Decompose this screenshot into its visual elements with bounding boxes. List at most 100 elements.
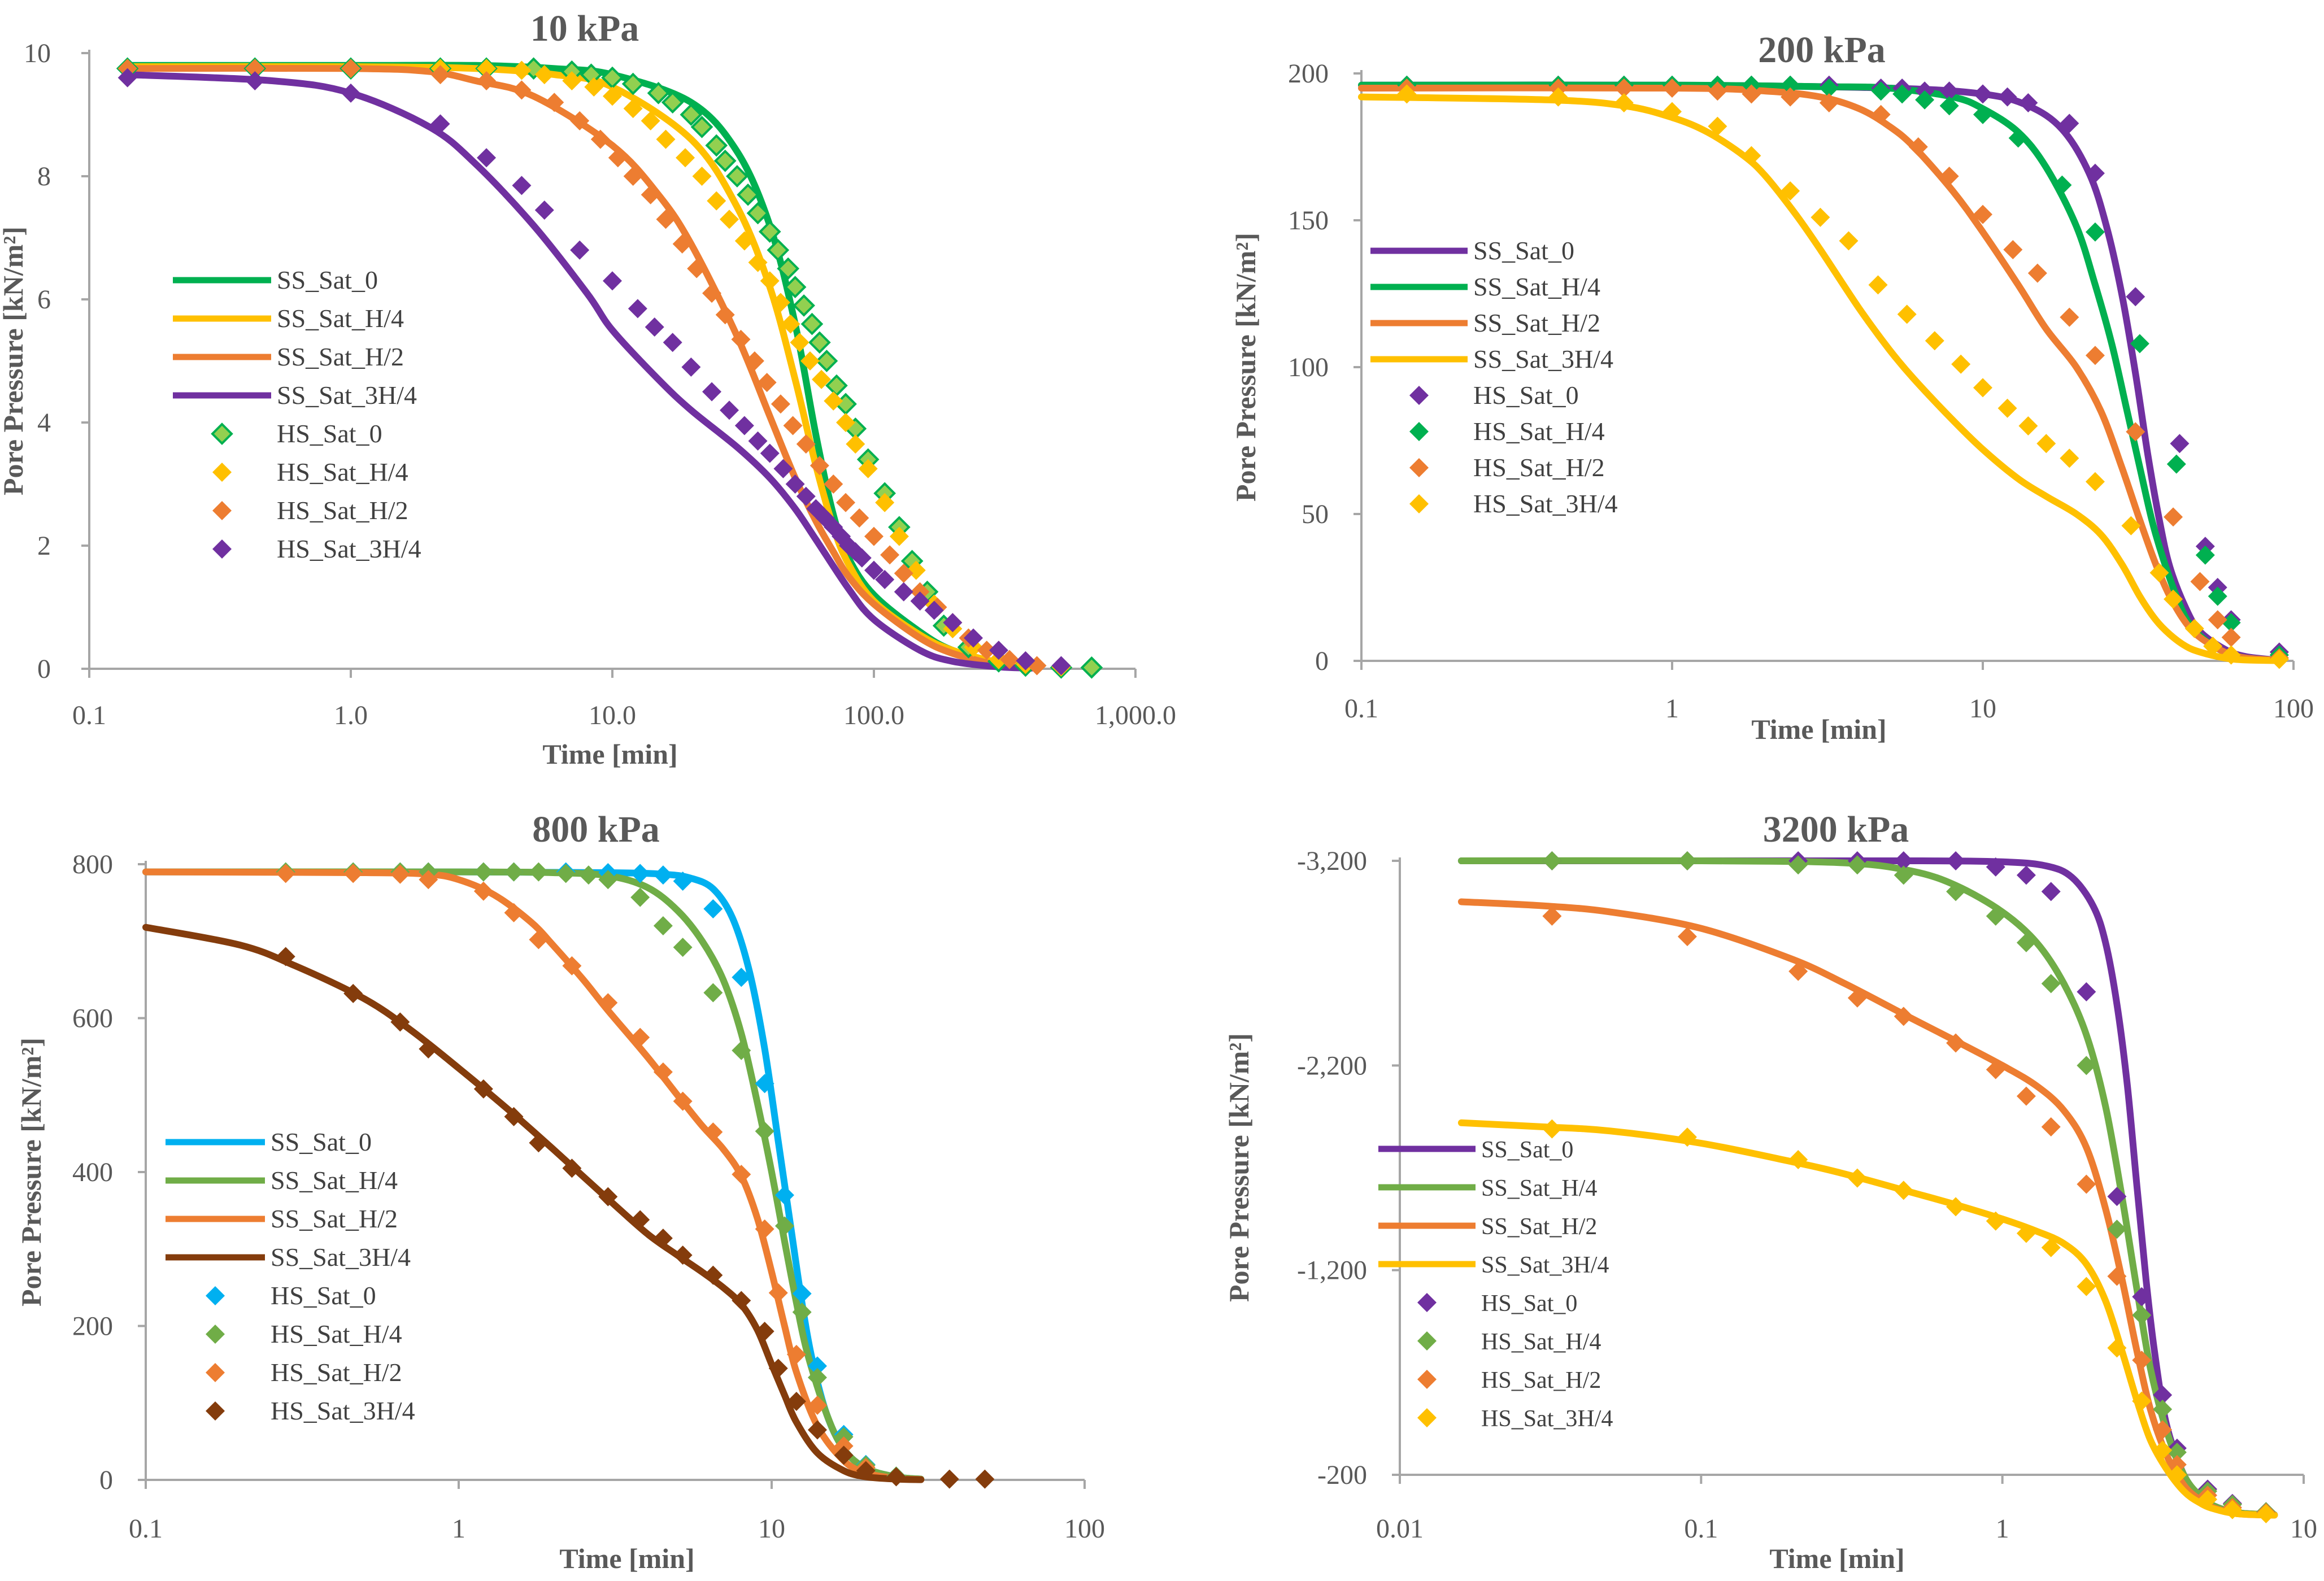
data-point	[2107, 1266, 2127, 1286]
data-point	[504, 1107, 524, 1126]
legend-label: SS_Sat_H/2	[271, 1204, 398, 1233]
data-point	[419, 870, 438, 890]
legend-label: HS_Sat_H/2	[277, 496, 408, 525]
legend-label: SS_Sat_3H/4	[1473, 345, 1613, 373]
data-point	[768, 1358, 788, 1378]
series-line	[1358, 93, 2283, 664]
data-point	[2153, 1385, 2173, 1405]
x-tick-label: 1	[1665, 694, 1679, 724]
legend-label: HS_Sat_H/2	[271, 1358, 402, 1387]
data-point	[1951, 354, 1971, 374]
plot-area	[116, 57, 1103, 679]
data-point	[621, 72, 645, 95]
legend-label: HS_Sat_0	[271, 1281, 376, 1310]
data-point	[755, 1322, 774, 1342]
data-point	[2085, 472, 2105, 491]
y-tick-label: -3,200	[1297, 846, 1367, 876]
series-ss-sat-0	[124, 62, 1035, 670]
data-point	[2085, 163, 2105, 183]
data-point	[755, 1219, 774, 1239]
legend-label: HS_Sat_H/4	[1473, 417, 1605, 446]
series-hs-sat-h-2	[276, 864, 876, 1478]
legend-label: SS_Sat_3H/4	[277, 381, 417, 410]
data-point	[1894, 865, 1913, 885]
legend: SS_Sat_0 SS_Sat_H/4 SS_Sat_H/2 SS_Sat_3H/4 H…	[1370, 236, 1618, 518]
legend-label: SS_Sat_H/4	[277, 304, 404, 333]
data-point	[2016, 1223, 2036, 1243]
series-hs-sat-3h-4	[117, 68, 1071, 676]
data-point	[630, 864, 650, 883]
data-point	[943, 613, 963, 633]
data-point	[623, 99, 643, 119]
data-point	[504, 903, 524, 922]
data-point	[702, 382, 722, 402]
data-point	[653, 1229, 673, 1248]
data-point	[824, 391, 843, 411]
data-point	[390, 864, 410, 884]
data-point	[676, 148, 695, 168]
data-point	[2126, 287, 2145, 307]
data-point	[673, 1091, 693, 1111]
data-point	[681, 357, 701, 377]
y-tick-label: 400	[72, 1157, 113, 1187]
data-point	[793, 294, 815, 317]
y-tick-label: -1,200	[1297, 1256, 1367, 1286]
data-point	[603, 271, 622, 291]
data-point	[2008, 128, 2028, 148]
data-point	[630, 1027, 650, 1047]
legend-swatch	[1409, 422, 1429, 441]
y-axis-label: Pore Pressure [kN/m²]	[0, 227, 29, 495]
y-tick-label: 100	[1288, 352, 1329, 382]
legend-swatch	[1409, 458, 1429, 477]
data-point	[924, 600, 944, 620]
data-point	[343, 864, 363, 883]
data-point	[584, 77, 604, 97]
x-tick-label: 0.1	[129, 1514, 163, 1544]
data-point	[562, 1158, 582, 1178]
data-point	[512, 176, 532, 195]
data-point	[2149, 563, 2169, 582]
panel-1: 0.1 1.0 10.0 100.0 1,000.0 0 2 4 6 8 10 10 kPa Time …	[0, 8, 1176, 770]
data-point	[2060, 448, 2079, 468]
data-point	[2107, 1187, 2127, 1207]
data-point	[2041, 974, 2061, 994]
legend-swatch	[206, 1325, 225, 1344]
data-point	[545, 93, 564, 112]
data-point	[2018, 416, 2038, 435]
data-point	[529, 1133, 549, 1153]
plot-area	[1457, 851, 2278, 1523]
data-point	[815, 350, 838, 372]
series-line	[142, 924, 925, 1483]
data-point	[2077, 982, 2096, 1001]
data-point	[1742, 146, 1761, 165]
data-point	[245, 71, 265, 91]
legend: SS_Sat_0 SS_Sat_H/4 SS_Sat_H/2 SS_Sat_3H/4 H…	[166, 1127, 415, 1425]
y-tick-label: 150	[1288, 206, 1329, 236]
data-point	[1708, 116, 1727, 136]
data-point	[578, 865, 598, 885]
data-point	[608, 148, 628, 168]
data-point	[477, 71, 497, 91]
data-point	[894, 564, 913, 583]
x-axis-label: Time [min]	[559, 1543, 694, 1574]
data-point	[757, 373, 777, 393]
x-tick-label: 100	[2273, 694, 2314, 724]
data-point	[2208, 586, 2227, 606]
chart-title: 800 kPa	[532, 809, 660, 850]
data-point	[2167, 1465, 2187, 1484]
data-point	[1973, 204, 1992, 224]
series-line	[1457, 1119, 2278, 1519]
data-point	[852, 548, 872, 568]
series-hs-sat-h-4	[1542, 851, 2276, 1522]
data-point	[1781, 87, 1800, 107]
data-point	[2197, 1489, 2217, 1509]
data-point	[2269, 650, 2289, 669]
data-point	[786, 1344, 806, 1364]
data-point	[623, 167, 643, 186]
data-point	[1915, 90, 1935, 110]
y-tick-label: 200	[1288, 59, 1329, 89]
data-point	[2041, 1238, 2061, 1257]
data-point	[1781, 181, 1800, 201]
y-tick-label: 0	[37, 654, 51, 684]
legend-label: SS_Sat_0	[1473, 236, 1574, 265]
